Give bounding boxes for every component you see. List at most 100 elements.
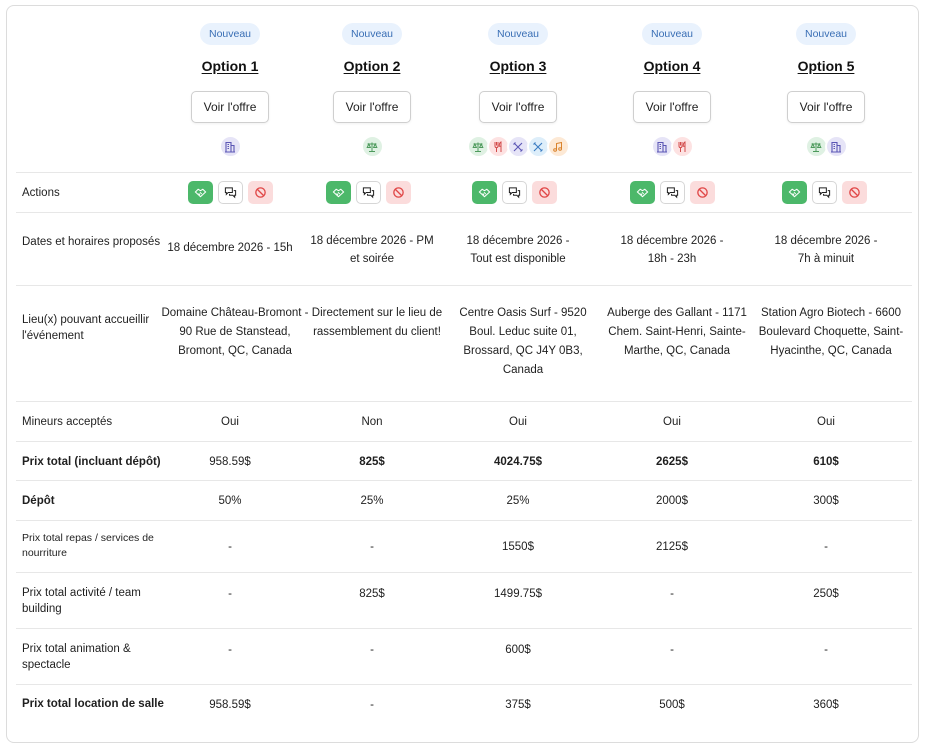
music-icon: [546, 135, 570, 158]
activite-cell: 1499.75$: [494, 588, 542, 600]
category-tags: [804, 135, 848, 158]
dates-cell: 18 décembre 2026 - 7h à minuit: [774, 235, 878, 265]
row-label: Mineurs acceptés: [22, 416, 113, 428]
view-offer-button[interactable]: Voir l'offre: [786, 91, 866, 123]
category-tags: [218, 135, 242, 158]
dates-cell: 18 décembre 2026 - PM et soirée: [310, 235, 434, 265]
location-cell: 375$: [505, 699, 531, 711]
category-tags: [360, 135, 384, 158]
activite-cell: 250$: [813, 588, 839, 600]
chat-button[interactable]: [356, 181, 381, 204]
category-tags: [650, 135, 694, 158]
repas-cell: 1550$: [502, 541, 534, 553]
depot-cell: 25%: [360, 495, 384, 507]
block-icon: [393, 187, 404, 198]
block-icon: [255, 187, 266, 198]
chat-icon: [362, 187, 375, 199]
chat-button[interactable]: [218, 181, 243, 204]
chat-button[interactable]: [812, 181, 837, 204]
new-badge: Nouveau: [795, 23, 857, 45]
decline-button[interactable]: [842, 181, 867, 204]
option-3-header: Nouveau Option 3 Voir l'offre: [443, 6, 593, 172]
decline-button[interactable]: [690, 181, 715, 204]
row-label: Lieu(x) pouvant accueillir l'événement: [22, 314, 150, 342]
row-location: Prix total location de salle 958.59$ - 3…: [16, 684, 912, 734]
option-title[interactable]: Option 5: [797, 58, 855, 74]
row-label: Actions: [22, 187, 60, 199]
row-repas: Prix total repas / services de nourritur…: [16, 520, 912, 572]
location-cell: 500$: [659, 699, 685, 711]
activite-cell: -: [670, 588, 674, 600]
animation-cell: 600$: [505, 644, 531, 656]
dates-cell: 18 décembre 2026 - 15h: [167, 242, 293, 254]
lieu-cell: Centre Oasis Surf - 9520 Boul. Leduc sui…: [459, 307, 587, 376]
view-offer-button[interactable]: Voir l'offre: [332, 91, 412, 123]
chat-button[interactable]: [502, 181, 527, 204]
accept-button[interactable]: [326, 181, 351, 204]
repas-cell: -: [824, 541, 828, 553]
prix-total-cell: 825$: [359, 456, 385, 468]
mineurs-cell: Oui: [817, 416, 835, 428]
handshake-icon: [332, 188, 345, 198]
building-icon: [650, 135, 674, 158]
row-lieu: Lieu(x) pouvant accueillir l'événement D…: [16, 285, 912, 401]
dates-cell: 18 décembre 2026 - 18h - 23h: [620, 235, 724, 265]
row-label: Dates et horaires proposés: [22, 236, 161, 248]
mineurs-cell: Non: [361, 416, 383, 428]
decline-button[interactable]: [386, 181, 411, 204]
view-offer-button[interactable]: Voir l'offre: [190, 91, 270, 123]
decline-button[interactable]: [532, 181, 557, 204]
accept-button[interactable]: [188, 181, 213, 204]
repas-cell: 2125$: [656, 541, 688, 553]
depot-cell: 50%: [218, 495, 242, 507]
utensils-icon: [670, 135, 694, 158]
block-icon: [697, 187, 708, 198]
location-cell: -: [370, 699, 374, 711]
view-offer-button[interactable]: Voir l'offre: [632, 91, 712, 123]
building-icon: [824, 135, 848, 158]
handshake-icon: [478, 188, 491, 198]
option-title[interactable]: Option 3: [489, 58, 547, 74]
repas-cell: -: [228, 541, 232, 553]
activite-cell: -: [228, 588, 232, 600]
row-prix-total: Prix total (incluant dépôt) 958.59$ 825$…: [16, 441, 912, 480]
category-tags: [466, 135, 570, 158]
option-2-actions: [326, 181, 411, 204]
option-title[interactable]: Option 4: [643, 58, 701, 74]
option-title[interactable]: Option 1: [201, 58, 259, 74]
option-4-actions: [630, 181, 715, 204]
row-label: Dépôt: [22, 495, 55, 507]
option-5-header: Nouveau Option 5 Voir l'offre: [751, 6, 901, 172]
mineurs-cell: Oui: [221, 416, 239, 428]
new-badge: Nouveau: [199, 23, 261, 45]
lieu-cell: Station Agro Biotech - 6600 Boulevard Ch…: [758, 307, 904, 357]
animation-cell: -: [228, 644, 232, 656]
prix-total-cell: 2625$: [656, 456, 688, 468]
option-5-actions: [782, 181, 867, 204]
chat-button[interactable]: [660, 181, 685, 204]
option-title[interactable]: Option 2: [343, 58, 401, 74]
mineurs-cell: Oui: [509, 416, 527, 428]
prix-total-cell: 4024.75$: [494, 456, 542, 468]
row-actions: Actions: [16, 172, 912, 212]
activite-cell: 825$: [359, 588, 385, 600]
depot-cell: 2000$: [656, 495, 688, 507]
option-3-actions: [472, 181, 557, 204]
decline-button[interactable]: [248, 181, 273, 204]
location-cell: 958.59$: [209, 699, 251, 711]
location-cell: 360$: [813, 699, 839, 711]
animation-cell: -: [370, 644, 374, 656]
lieu-cell: Auberge des Gallant - 1171 Chem. Saint-H…: [607, 307, 747, 357]
accept-button[interactable]: [472, 181, 497, 204]
row-mineurs: Mineurs acceptés Oui Non Oui Oui Oui: [16, 401, 912, 441]
accept-button[interactable]: [630, 181, 655, 204]
comparison-card: Nouveau Option 1 Voir l'offre Nouveau Op…: [6, 5, 919, 743]
accept-button[interactable]: [782, 181, 807, 204]
row-activite: Prix total activité / team building - 82…: [16, 572, 912, 628]
depot-cell: 300$: [813, 495, 839, 507]
view-offer-button[interactable]: Voir l'offre: [478, 91, 558, 123]
handshake-icon: [636, 188, 649, 198]
option-1-actions: [188, 181, 273, 204]
row-label: Prix total (incluant dépôt): [22, 456, 161, 468]
mineurs-cell: Oui: [663, 416, 681, 428]
